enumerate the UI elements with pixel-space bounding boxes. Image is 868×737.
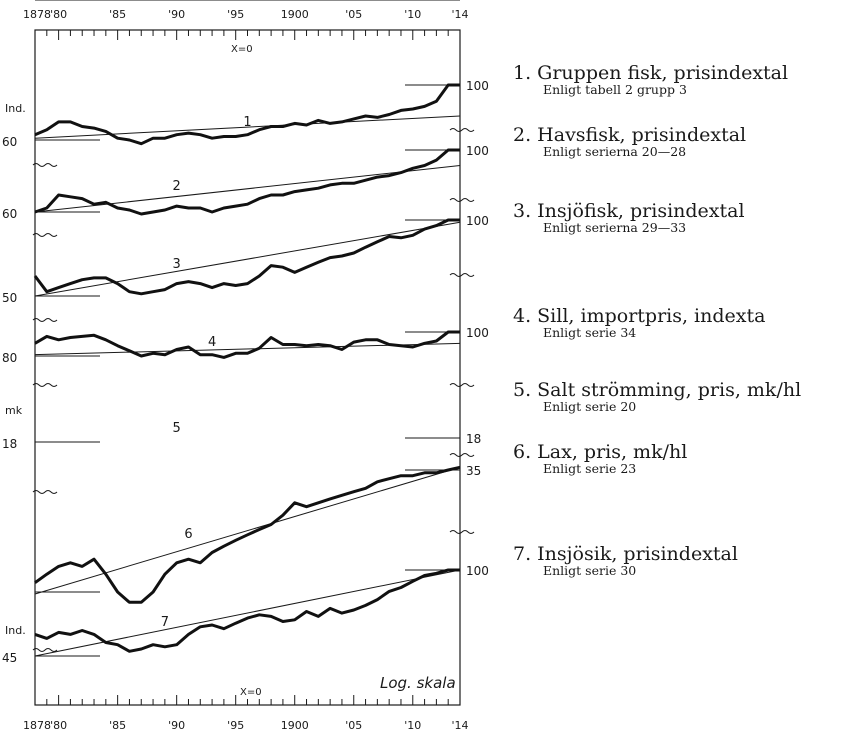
series-5-label: 5 [173,421,181,436]
legend-source-3: Enligt serierna 29—33 [543,220,687,235]
bottom-tick-label-6: '05 [345,719,362,732]
left-break-1 [32,233,58,237]
legend-item-6: 6. Lax, pris, mk/hl Enligt serie 23 [513,442,687,475]
series-6-right-value: 35 [466,464,481,478]
series-7-trend [34,569,461,657]
left-break-0 [32,163,58,167]
right-break-3 [449,383,475,387]
right-break-4 [449,453,475,457]
series-7-line [34,568,460,653]
legend: 1. Gruppen fisk, prisindextal Enligt tab… [513,0,868,737]
legend-item-4: 4. Sill, importpris, indexta Enligt seri… [513,306,765,339]
legend-title-2: 2. Havsfisk, prisindextal [513,124,747,146]
legend-item-3: 3. Insjöfisk, prisindextal Enligt serier… [513,201,745,234]
series-3-left-value: 50 [2,291,17,305]
right-break-2 [449,273,475,277]
series-4-label: 4 [208,335,216,350]
series-5-left-value: 18 [2,437,17,451]
left-break-4 [32,490,58,494]
legend-source-1: Enligt tabell 2 grupp 3 [543,82,687,97]
legend-source-6: Enligt serie 23 [543,461,637,476]
series-4-right-value: 100 [466,326,489,340]
series-7-left-value: 45 [2,651,17,665]
top-tick-label-3: '90 [168,8,185,21]
series-1-trend [34,115,461,139]
legend-title-1: 1. Gruppen fisk, prisindextal [513,62,789,84]
series-layer [33,0,461,657]
series-2-line [34,148,460,216]
legend-source-2: Enligt serierna 20—28 [543,144,687,159]
left-break-3 [32,383,58,387]
top-tick-label-6: '05 [345,8,362,21]
series-1-right-value: 100 [466,79,489,93]
series-4-line [34,330,460,359]
series-3-line [33,218,460,296]
series-2-right-value: 100 [466,144,489,158]
series-3-right-value: 100 [466,214,489,228]
series-3-trend [34,221,461,297]
top-tick-label-5: 1900 [281,8,309,21]
legend-source-7: Enligt serie 30 [543,563,637,578]
right-break-5 [449,530,475,534]
legend-item-2: 2. Havsfisk, prisindextal Enligt seriern… [513,125,746,158]
top-tick-label-8: '14 [451,8,468,21]
series-1-label: 1 [243,115,251,130]
left-break-5 [32,648,58,652]
bottom-tick-label-8: '14 [451,719,468,732]
right-break-1 [449,198,475,202]
plot-border [34,29,461,706]
series-7-right-value: 100 [466,564,489,578]
legend-source-4: Enligt serie 34 [543,325,637,340]
series-1-left-unit: Ind. [5,102,26,115]
top-tick-label-1: '80 [50,8,67,21]
legend-source-5: Enligt serie 20 [543,399,637,414]
series-6-line [34,465,461,604]
legend-title-6: 6. Lax, pris, mk/hl [513,441,688,463]
series-6-trend [34,466,461,595]
series-4-left-value: 80 [2,351,17,365]
bottom-tick-label-2: '85 [109,719,126,732]
top-tick-label-4: '95 [227,8,244,21]
bottom-tick-label-5: 1900 [281,719,309,732]
year-ticks [34,30,461,705]
series-2-label: 2 [173,179,181,194]
bottom-tick-label-7: '10 [404,719,421,732]
series-1-line [34,83,460,146]
series-7-left-unit: Ind. [5,624,26,637]
bottom-tick-label-3: '90 [168,719,185,732]
series-2-trend [34,165,461,213]
left-break-2 [32,318,58,322]
legend-item-1: 1. Gruppen fisk, prisindextal Enligt tab… [513,63,788,96]
series-2-left-value: 60 [2,207,17,221]
series-7-label: 7 [161,615,169,630]
legend-title-3: 3. Insjöfisk, prisindextal [513,200,745,222]
right-break-0 [449,128,475,132]
bottom-x-zero: X=0 [240,687,262,698]
top-tick-label-0: 1878 [23,8,51,21]
series-3-label: 3 [173,257,181,272]
series-1-left-value: 60 [2,135,17,149]
legend-title-7: 7. Insjösik, prisindextal [513,543,738,565]
legend-title-5: 5. Salt strömming, pris, mk/hl [513,379,802,401]
series-5-right-value: 18 [466,432,481,446]
top-tick-label-2: '85 [109,8,126,21]
legend-title-4: 4. Sill, importpris, indexta [513,305,766,327]
series-5-left-unit: mk [5,404,23,417]
bottom-tick-label-4: '95 [227,719,244,732]
series-6-label: 6 [184,527,192,542]
bottom-tick-label-1: '80 [50,719,67,732]
legend-item-5: 5. Salt strömming, pris, mk/hl Enligt se… [513,380,801,413]
top-x-zero: X=0 [231,44,253,55]
top-tick-label-7: '10 [404,8,421,21]
scale-label: Log. skala [380,674,456,692]
legend-item-7: 7. Insjösik, prisindextal Enligt serie 3… [513,544,738,577]
bottom-tick-label-0: 1878 [23,719,51,732]
